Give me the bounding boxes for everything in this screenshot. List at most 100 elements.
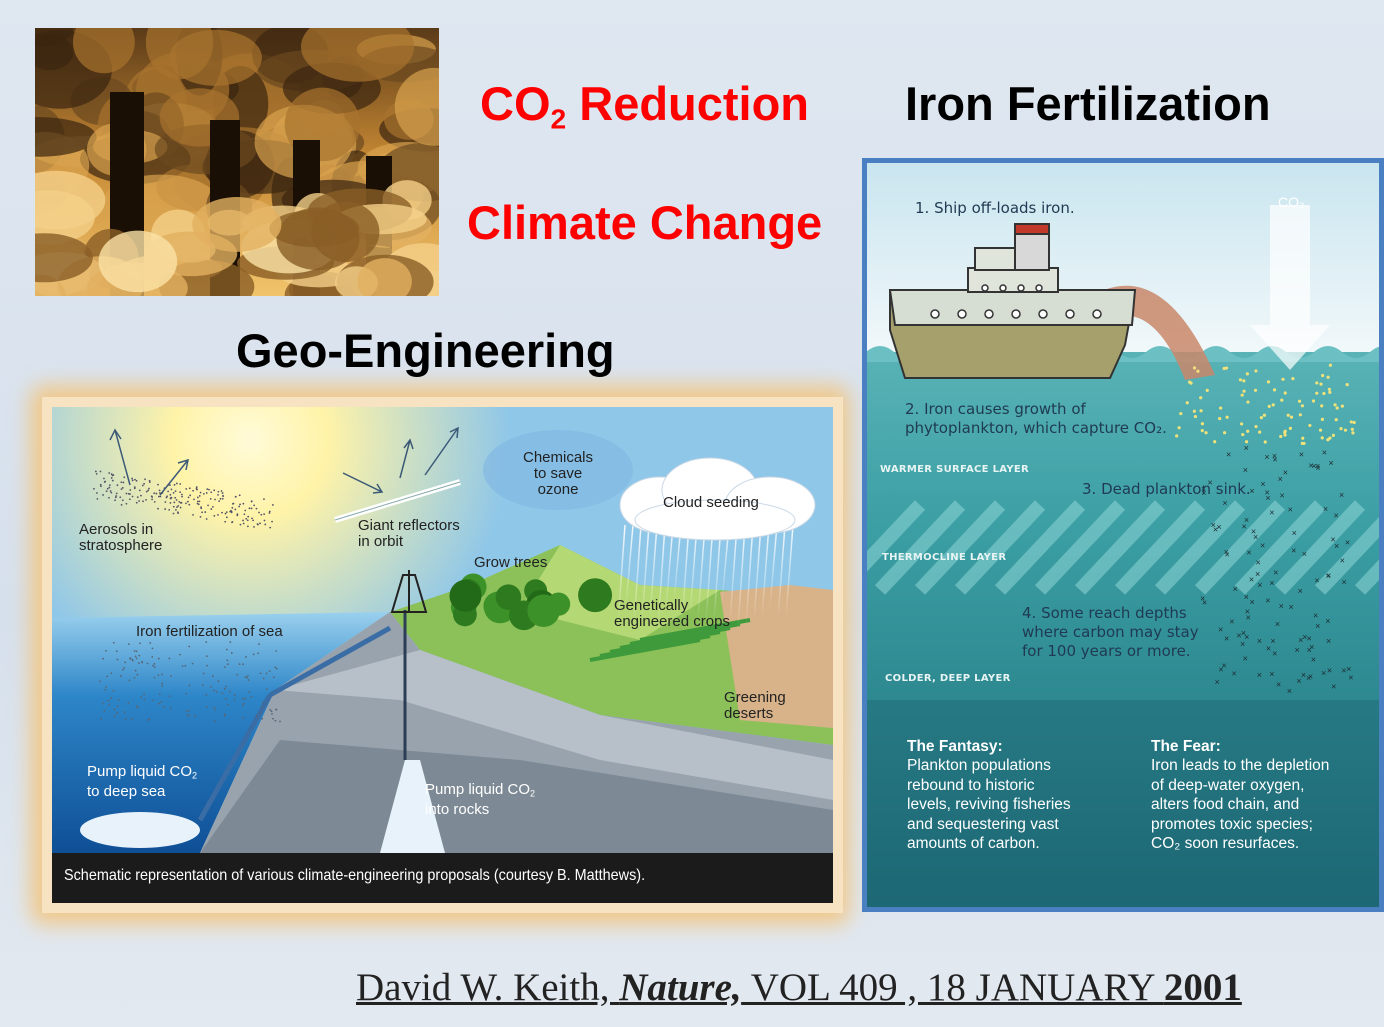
aerosol-dots-part (253, 504, 256, 507)
aerosol-dots-part (110, 491, 113, 494)
aerosol-dots-part (131, 479, 134, 482)
thermocline-stripes-part (994, 500, 1086, 595)
crops-part (629, 622, 741, 646)
aerosol-dots-part (179, 491, 181, 494)
rain-part (785, 524, 794, 618)
iron-dots-part (134, 655, 137, 658)
aerosol-dots-part (179, 483, 182, 485)
plankton-dots-part (1266, 380, 1271, 384)
label-part: Pump liquid CO (425, 781, 531, 798)
text-line: CO₂ soon resurfaces. (1151, 835, 1300, 852)
iron-dots-part (148, 718, 151, 721)
iron-dots-part (101, 702, 104, 705)
aerosol-dots-part (114, 499, 116, 502)
smoke-part (72, 28, 135, 74)
aerosol-dots-part (199, 515, 202, 518)
iron-dots-part (136, 707, 139, 709)
iron-dots-part (242, 704, 245, 707)
aerosol-dots-part (167, 484, 170, 486)
title-subscript: 2 (550, 102, 567, 135)
plankton-dots-part: × (1283, 468, 1288, 478)
iron-dots-part (230, 652, 233, 654)
plankton-dots-part: × (1295, 645, 1300, 655)
rain-part (753, 524, 762, 621)
plankton-dots-part: × (1260, 479, 1265, 489)
aerosol-dots-part (255, 507, 258, 510)
iron-dots-part (100, 718, 102, 721)
plankton-dots-part: × (1326, 636, 1331, 646)
aerosol-dots-part (169, 493, 172, 496)
aerosol-dots-part (244, 509, 247, 512)
aerosol-dots-part (99, 470, 102, 473)
text-line: Aerosols in (79, 521, 154, 538)
plankton-dots-part: × (1208, 478, 1213, 488)
text-line: 2. Iron causes growth of (905, 400, 1086, 418)
aerosol-dots-part (172, 512, 175, 515)
aerosol-dots-part (248, 507, 251, 510)
iron-dots-part (107, 699, 110, 702)
plankton-dots-part: × (1279, 491, 1284, 501)
aerosol-dots-part (231, 506, 234, 509)
plankton-dots-part: × (1213, 525, 1218, 535)
iron-dots-part (186, 714, 189, 716)
iron-dots-part (221, 692, 224, 695)
iron-diagram-part (1250, 205, 1330, 370)
iron-dots-part (223, 713, 226, 716)
plankton-dots-part (1308, 423, 1312, 428)
thermocline-stripes-part (954, 500, 1046, 595)
iron-dots-part (223, 715, 226, 717)
label-subscript: 2 (192, 770, 198, 781)
geo-diagram-part (52, 853, 833, 903)
iron-dots-part (138, 654, 141, 657)
plankton-dots-part (1343, 428, 1348, 432)
plankton-dots-part: × (1242, 521, 1247, 531)
iron-dots-part (275, 708, 277, 711)
iron-dots-part (163, 705, 165, 708)
aerosol-dots-part (108, 472, 111, 474)
citation-part: Nature, (619, 966, 741, 1009)
plankton-dots-part (1315, 391, 1319, 395)
iron-dots-part (152, 664, 154, 667)
geo-diagram-part (390, 574, 428, 613)
plankton-dots-part (1311, 399, 1316, 403)
plankton-dots-part (1253, 388, 1258, 392)
title-iron-fertilization: Iron Fertilization (905, 77, 1271, 130)
ship-part-part (957, 309, 967, 319)
aerosol-dots-part (238, 505, 241, 508)
aerosol-dots-part (116, 484, 119, 487)
plankton-dots-part (1267, 404, 1271, 408)
ship (888, 223, 1137, 379)
ship-part-part (984, 309, 994, 319)
text-line: ozone (537, 481, 579, 498)
aerosol-dots-part (96, 492, 98, 494)
plankton-dots-part (1199, 396, 1203, 400)
iron-dots-part (102, 657, 105, 660)
iron-dots-part (119, 675, 122, 677)
plankton-dots-part: × (1276, 679, 1281, 689)
rain-part (777, 524, 786, 619)
text-line: to save (533, 465, 583, 482)
iron-dots-part (161, 673, 163, 676)
aerosol-dots-part (178, 500, 181, 503)
plankton-dots-part: × (1301, 670, 1306, 680)
ship-part-part (981, 284, 989, 292)
aerosol-dots-part (238, 494, 241, 497)
plankton-dots-part (1351, 431, 1355, 435)
plankton-dots-part (1318, 428, 1323, 432)
plankton-dots-part: × (1257, 670, 1262, 680)
plankton-dots-part: × (1270, 636, 1275, 646)
iron-dots-part (272, 717, 274, 720)
aerosol-dots-part (142, 500, 144, 503)
plankton-dots-part (1279, 434, 1283, 439)
plankton-dots-part (1192, 409, 1196, 413)
plankton-dots-part: × (1315, 621, 1320, 631)
plankton-dots-part: × (1339, 490, 1344, 500)
plankton-dots-part (1200, 428, 1204, 433)
iron-dots-part (128, 679, 131, 682)
plankton-dots-part (1259, 416, 1264, 420)
plankton-dots-part: × (1272, 648, 1277, 658)
aerosol-dots-part (129, 493, 131, 495)
iron-dots-part (133, 650, 136, 652)
thermocline-stripes (866, 500, 1380, 595)
crops-part (599, 634, 711, 658)
